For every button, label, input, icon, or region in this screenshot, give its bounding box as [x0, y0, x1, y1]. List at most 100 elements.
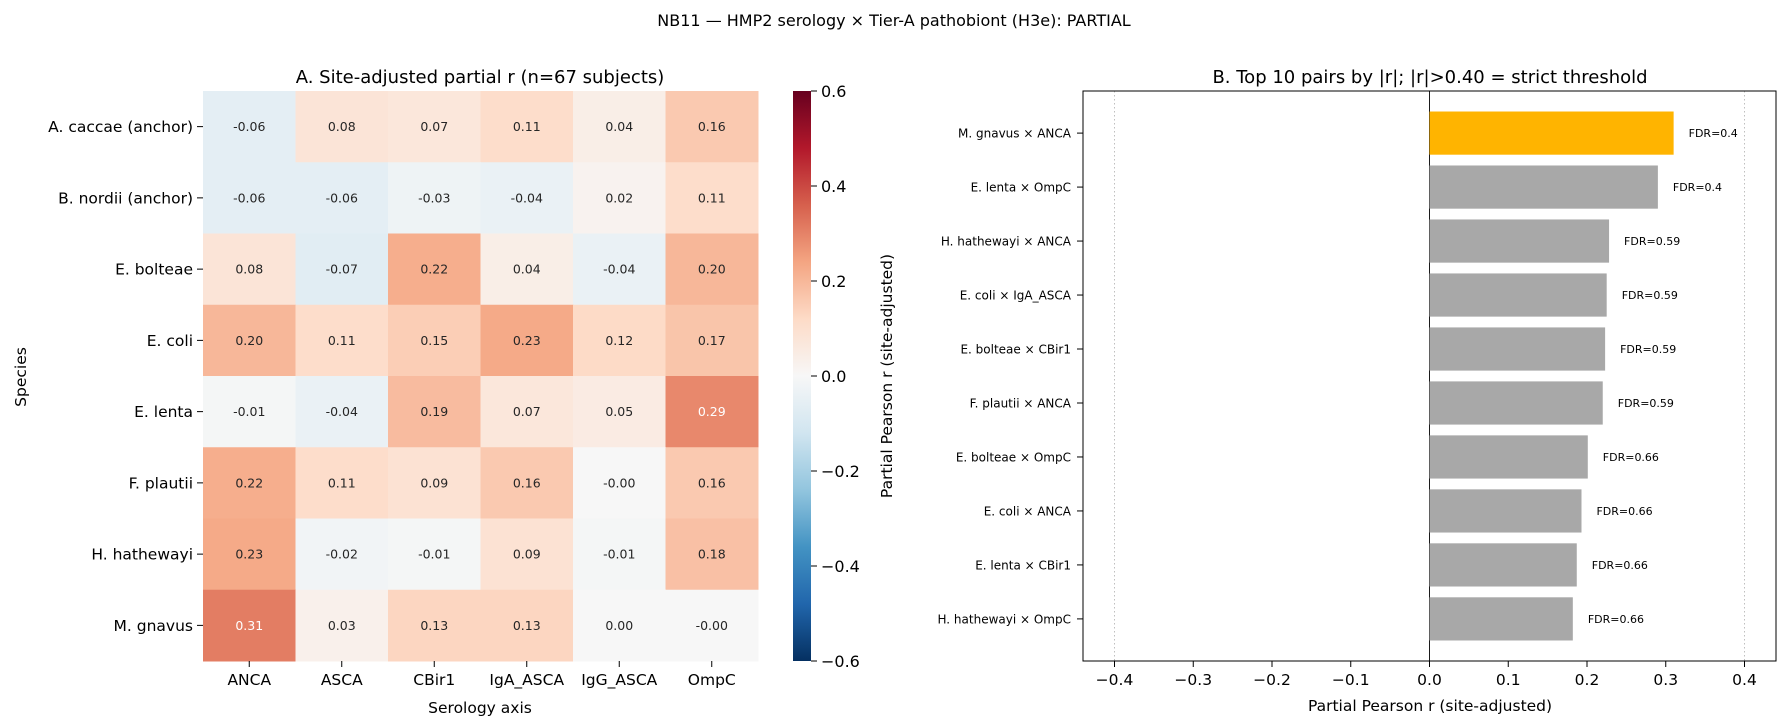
- colorbar-tick-label: 0.4: [821, 177, 846, 196]
- bar: [1429, 165, 1658, 209]
- bar-annotation: FDR=0.66: [1603, 451, 1659, 464]
- heatmap-cell: [295, 304, 389, 377]
- heatmap-column-label: OmpC: [688, 671, 736, 689]
- bar-x-tick-label: −0.2: [1253, 671, 1291, 689]
- heatmap-cell: [573, 376, 666, 448]
- bar-annotation: FDR=0.66: [1588, 613, 1644, 626]
- heatmap-cell-label: 0.16: [698, 119, 726, 134]
- heatmap-cell: [665, 162, 759, 234]
- heatmap-cell: [295, 518, 389, 591]
- heatmap-cell-label: 0.20: [235, 333, 263, 348]
- colorbar-tick-label: 0.2: [821, 272, 846, 291]
- heatmap-cell-label: 0.16: [513, 475, 541, 490]
- bar-x-ticks: −0.4 −0.3 −0.2 −0.1 0.0 0.1 0.2 0.3 0.4: [1096, 661, 1757, 689]
- heatmap-cell: [573, 518, 666, 591]
- colorbar-tick-label: −0.2: [821, 462, 860, 481]
- heatmap-cell: [295, 91, 389, 163]
- heatmap-cell: [388, 233, 481, 306]
- heatmap-row-label: E. lenta: [134, 403, 193, 421]
- heatmap-cell-label: 0.08: [328, 119, 356, 134]
- heatmap-column-ticks: ANCA ASCA CBir1 IgA_ASCA IgG_ASCA OmpC: [227, 661, 736, 690]
- heatmap-cell: [203, 447, 296, 519]
- heatmap-cell-label: 0.09: [513, 547, 541, 562]
- heatmap-cell-label: 0.11: [328, 475, 356, 490]
- bar-x-tick-label: 0.4: [1732, 671, 1757, 689]
- heatmap-row-label: H. hathewayi: [91, 546, 193, 564]
- bar-category-label: F. plautii × ANCA: [970, 396, 1072, 410]
- heatmap-cell-label: -0.01: [603, 547, 635, 562]
- heatmap-column-label: ASCA: [321, 671, 363, 689]
- heatmap-cell: [480, 447, 574, 519]
- heatmap-cell-label: -0.04: [326, 404, 358, 419]
- bar-x-tick-label: 0.3: [1653, 671, 1678, 689]
- heatmap-cell: [573, 233, 666, 306]
- bar: [1429, 273, 1607, 317]
- heatmap-panel: A. Site-adjusted partial r (n=67 subject…: [12, 67, 759, 717]
- heatmap-cell-label: 0.00: [605, 618, 633, 633]
- heatmap-cell-label: -0.07: [326, 262, 358, 277]
- heatmap-cell-label: -0.06: [233, 190, 265, 205]
- heatmap-cell-label: 0.09: [420, 475, 448, 490]
- bar: [1429, 327, 1606, 371]
- heatmap-cell: [480, 162, 574, 234]
- heatmap-cell: [480, 91, 574, 163]
- heatmap-cell-label: -0.03: [418, 190, 450, 205]
- heatmap-cell: [295, 376, 389, 448]
- bar-y-ticks: M. gnavus × ANCA E. lenta × OmpC H. hathew…: [937, 127, 1083, 626]
- heatmap-cell-label: 0.13: [420, 618, 448, 633]
- heatmap-cell: [203, 304, 296, 377]
- colorbar-tick-label: 0.6: [821, 82, 846, 101]
- heatmap-cell: [665, 447, 759, 519]
- bar: [1429, 381, 1603, 425]
- heatmap-ylabel: Species: [12, 347, 30, 407]
- heatmap-xlabel: Serology axis: [428, 699, 532, 717]
- heatmap-cell: [665, 304, 759, 377]
- heatmap-cell-label: 0.07: [420, 119, 448, 134]
- heatmap-cell-label: -0.01: [418, 547, 450, 562]
- suptitle: NB11 — HMP2 serology × Tier-A pathobiont…: [657, 11, 1130, 30]
- heatmap-cell: [203, 589, 296, 662]
- heatmap-cell: [573, 162, 666, 234]
- heatmap-cell-label: 0.31: [235, 618, 263, 633]
- heatmap-cell: [388, 91, 481, 163]
- heatmap-cell: [295, 447, 389, 519]
- heatmap-cell: [480, 518, 574, 591]
- heatmap-cell-label: 0.20: [698, 262, 726, 277]
- heatmap-cell: [203, 91, 296, 163]
- heatmap-cell-label: -0.04: [511, 190, 543, 205]
- heatmap-cell: [573, 447, 666, 519]
- heatmap-row-ticks: A. caccae (anchor) B. nordii (anchor) E. b…: [48, 118, 203, 635]
- heatmap-cell: [573, 91, 666, 163]
- bar-x-tick-label: −0.1: [1332, 671, 1370, 689]
- heatmap-column-label: IgA_ASCA: [489, 671, 564, 690]
- heatmap-cell: [573, 304, 666, 377]
- heatmap-cell: [295, 162, 389, 234]
- colorbar: −0.6 −0.4 −0.2 0.0 0.2 0.4 0.6 Partial Pearson…: [793, 82, 896, 671]
- heatmap-column-label: ANCA: [227, 671, 271, 689]
- heatmap-cell: [295, 233, 389, 306]
- heatmap-cell-label: -0.04: [603, 262, 635, 277]
- heatmap-cell-label: -0.00: [696, 618, 728, 633]
- heatmap-cell-label: 0.22: [235, 475, 263, 490]
- heatmap-cell: [203, 376, 296, 448]
- heatmap-cell: [480, 233, 574, 306]
- heatmap-cell: [665, 376, 759, 448]
- bar-x-tick-label: 0.1: [1496, 671, 1521, 689]
- heatmap-cell-label: 0.05: [605, 404, 633, 419]
- heatmap-row-label: A. caccae (anchor): [48, 118, 193, 136]
- heatmap-cell-label: 0.11: [698, 190, 726, 205]
- bar: [1429, 597, 1573, 641]
- heatmap-cell-label: 0.02: [605, 190, 633, 205]
- colorbar-tick-label: −0.4: [821, 557, 860, 576]
- bar-category-label: E. coli × ANCA: [984, 504, 1072, 518]
- bar: [1429, 543, 1577, 587]
- heatmap-cell: [388, 589, 481, 662]
- heatmap-cell-label: -0.00: [603, 475, 635, 490]
- heatmap-cell-label: -0.01: [233, 404, 265, 419]
- heatmap-cell: [573, 589, 666, 662]
- heatmap-cell-label: 0.22: [420, 262, 448, 277]
- heatmap-cell: [388, 518, 481, 591]
- heatmap-row-label: M. gnavus: [114, 617, 193, 635]
- heatmap-cell: [665, 589, 759, 662]
